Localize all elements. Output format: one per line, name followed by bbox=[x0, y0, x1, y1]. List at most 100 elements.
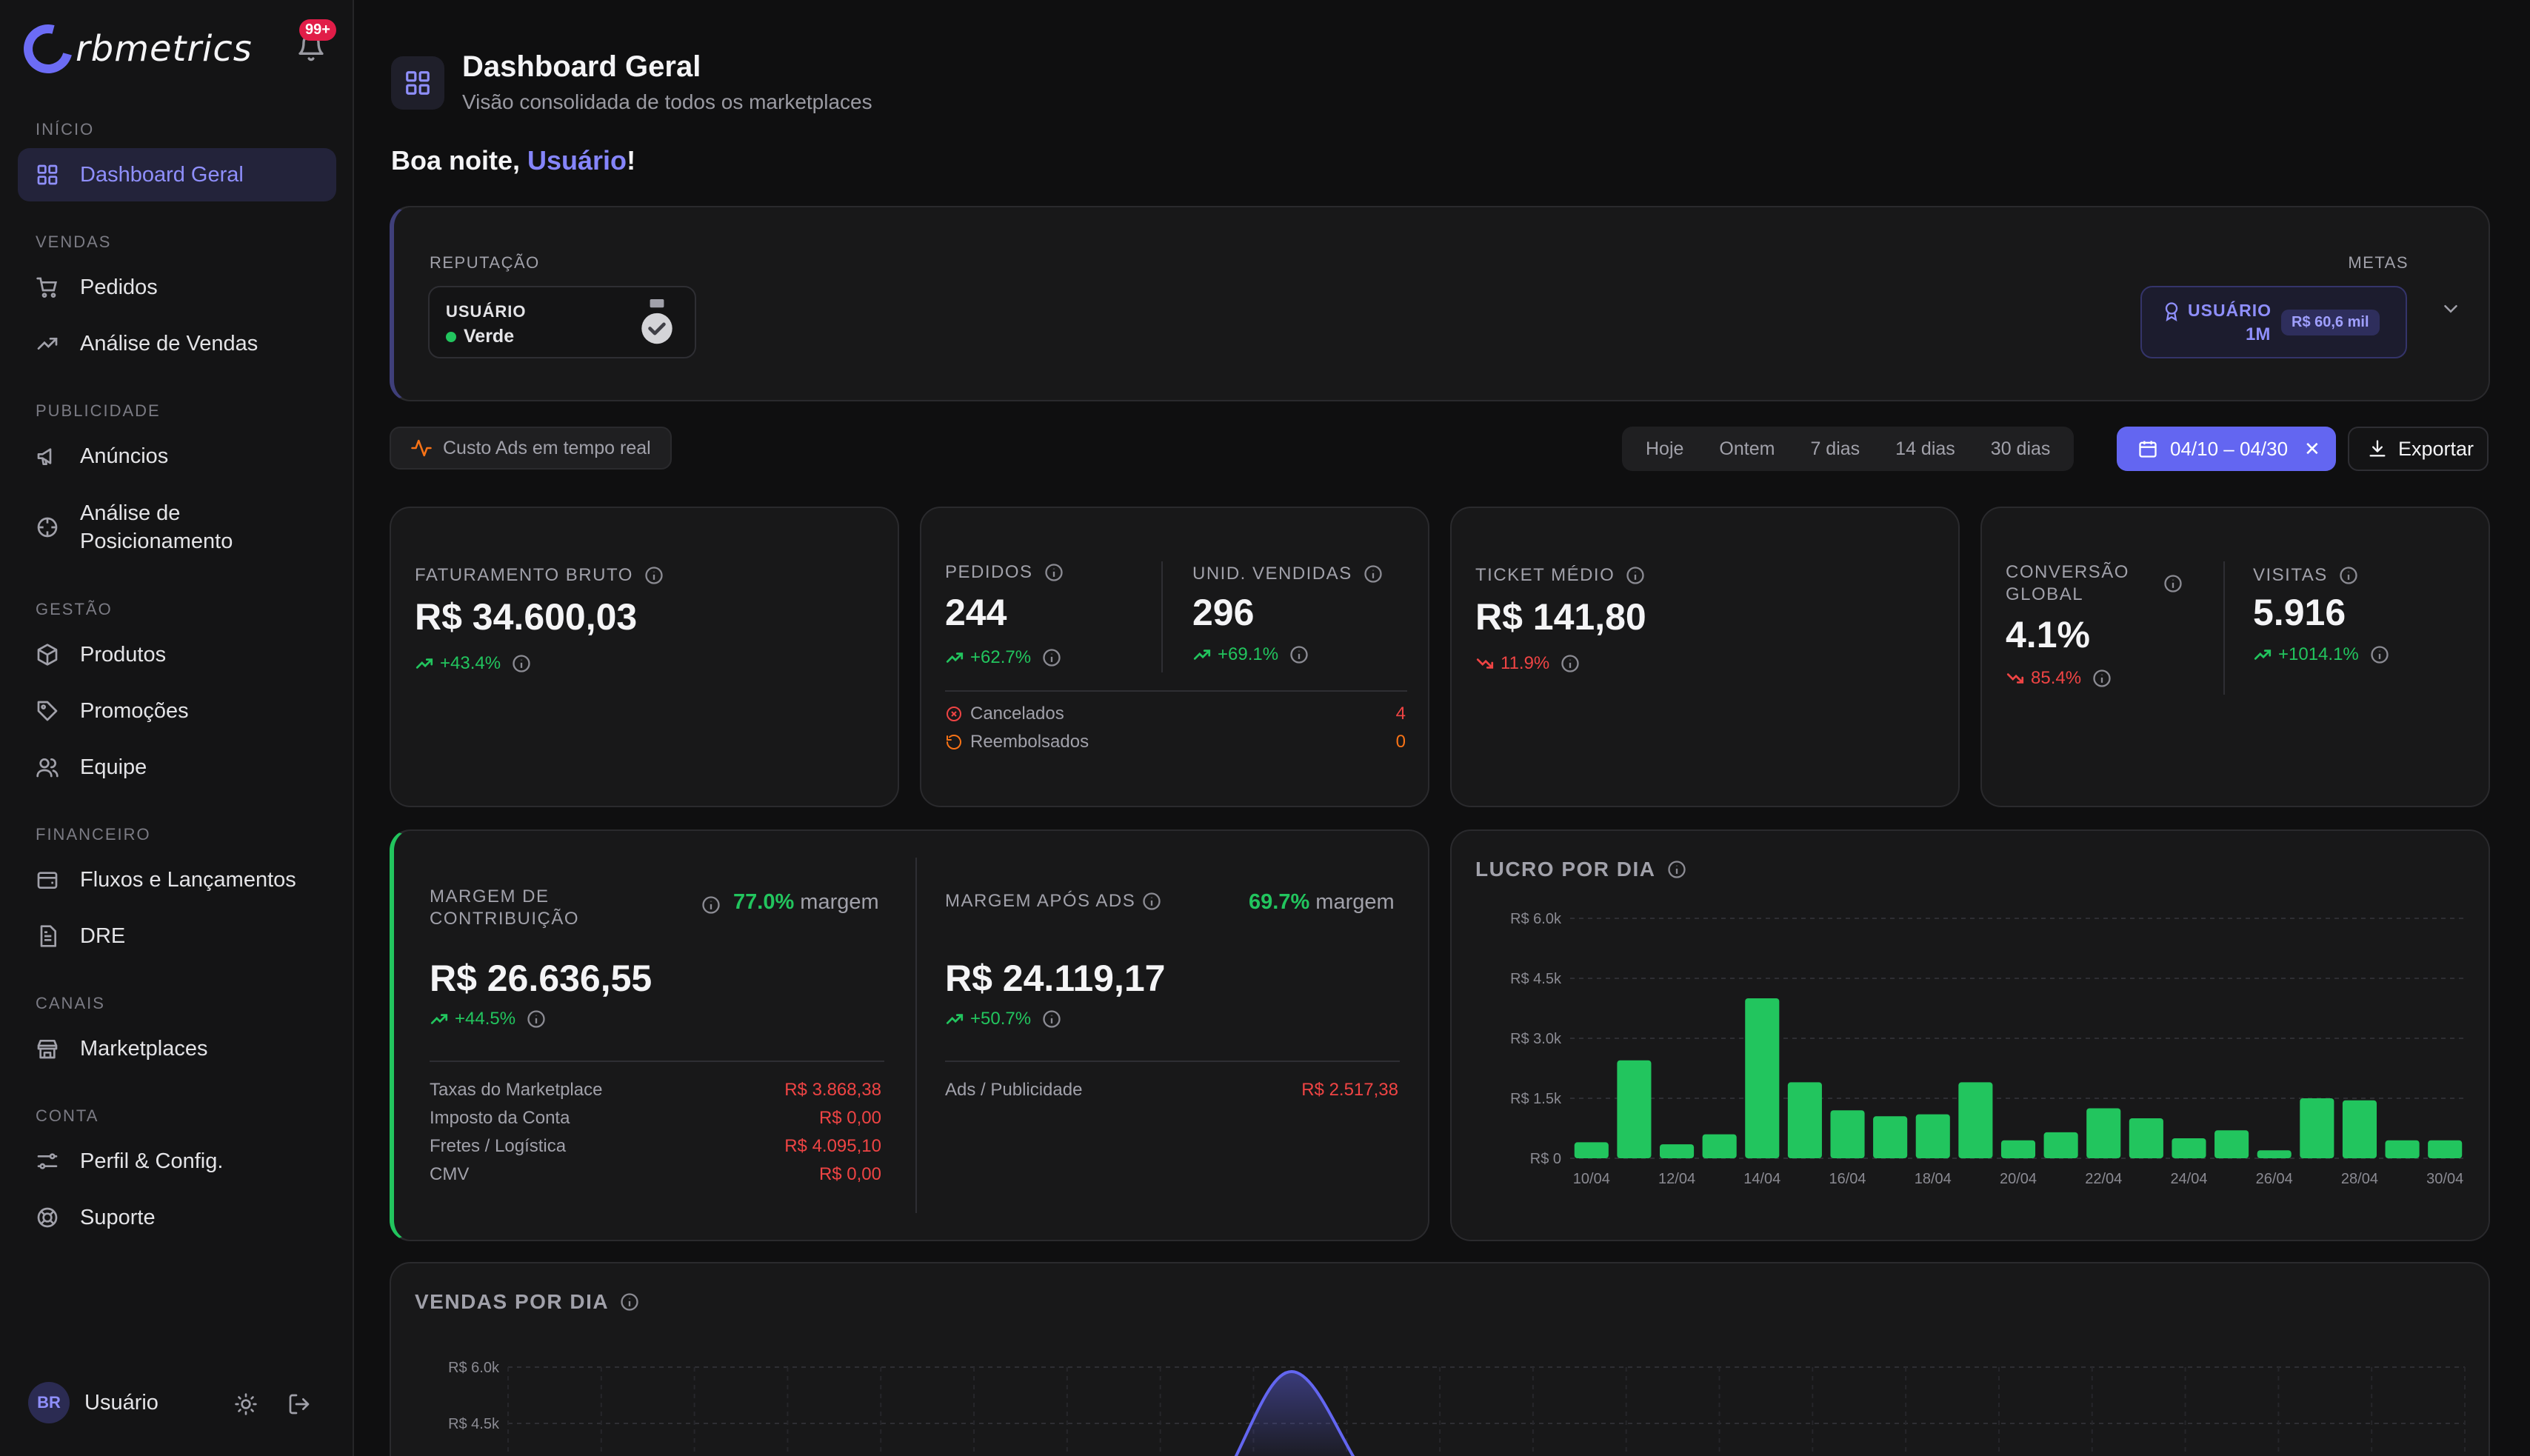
wallet-icon bbox=[37, 872, 58, 889]
kpi-conversao-value: 4.1% bbox=[2006, 614, 2090, 655]
x-tick-label: 12/04 bbox=[1658, 1171, 1695, 1187]
bar-22-04[interactable] bbox=[2086, 1108, 2121, 1159]
y-tick-label: R$ 1.5k bbox=[1510, 1091, 1562, 1107]
info-icon[interactable] bbox=[2338, 565, 2359, 586]
bar-28-04[interactable] bbox=[2342, 1100, 2377, 1158]
info-icon[interactable] bbox=[1041, 647, 1062, 668]
info-icon[interactable] bbox=[1363, 564, 1384, 584]
info-icon[interactable] bbox=[1560, 653, 1581, 674]
orbmetrics-logo[interactable]: rbmetrics bbox=[14, 15, 253, 83]
bar-15-04[interactable] bbox=[1787, 1082, 1822, 1158]
bar-12-04[interactable] bbox=[1660, 1144, 1695, 1158]
sidebar-item-pedidos[interactable]: Pedidos bbox=[18, 261, 336, 314]
clear-date-icon[interactable]: ✕ bbox=[2304, 437, 2320, 460]
bar-23-04[interactable] bbox=[2129, 1118, 2163, 1158]
info-icon[interactable] bbox=[1625, 565, 1646, 586]
sidebar-item-dre[interactable]: DRE bbox=[18, 909, 336, 963]
vendas-area-chart: R$ 6.0k R$ 4.5k bbox=[448, 1360, 2466, 1456]
bar-19-04[interactable] bbox=[1958, 1082, 1993, 1158]
divider bbox=[430, 1061, 884, 1062]
date-range-label: 04/10 – 04/30 bbox=[2170, 437, 2289, 460]
ads-realtime-button[interactable]: Custo Ads em tempo real bbox=[390, 427, 672, 470]
info-icon[interactable] bbox=[511, 653, 532, 674]
change-text: +1014.1% bbox=[2278, 644, 2359, 664]
award-icon bbox=[2165, 302, 2178, 321]
sidebar-item-analise-vendas[interactable]: Análise de Vendas bbox=[18, 317, 336, 370]
bar-25-04[interactable] bbox=[2214, 1130, 2249, 1158]
range-ontem[interactable]: Ontem bbox=[1719, 438, 1775, 459]
chart-title: VENDAS POR DIA bbox=[415, 1290, 640, 1314]
change-text: +62.7% bbox=[970, 647, 1032, 667]
sidebar-item-perfil[interactable]: Perfil & Config. bbox=[18, 1135, 336, 1188]
range-14-dias[interactable]: 14 dias bbox=[1895, 438, 1955, 459]
kpi-ticket-value: R$ 141,80 bbox=[1475, 596, 1646, 638]
cart-icon bbox=[36, 277, 58, 298]
bar-29-04[interactable] bbox=[2385, 1140, 2420, 1158]
change-text: +69.1% bbox=[1218, 644, 1279, 664]
bar-13-04[interactable] bbox=[1702, 1134, 1737, 1158]
date-range-picker[interactable]: 04/10 – 04/30 ✕ bbox=[2117, 427, 2336, 471]
user-footer: BR Usuário bbox=[28, 1382, 324, 1423]
info-icon[interactable] bbox=[1141, 891, 1162, 912]
bar-18-04[interactable] bbox=[1915, 1114, 1950, 1158]
kpi-unidades-value: 296 bbox=[1192, 592, 1255, 633]
info-icon[interactable] bbox=[619, 1292, 640, 1312]
metas-box[interactable]: USUÁRIO 1M R$ 60,6 mil bbox=[2140, 286, 2407, 358]
y-tick-label: R$ 0 bbox=[1530, 1151, 1561, 1167]
x-tick-label: 10/04 bbox=[1573, 1171, 1610, 1187]
sidebar: rbmetrics 99+ INÍCIO Dashboard Geral VEN… bbox=[0, 0, 354, 1456]
sidebar-item-promocoes[interactable]: Promoções bbox=[18, 684, 336, 738]
sidebar-item-fluxos[interactable]: Fluxos e Lançamentos bbox=[18, 853, 336, 906]
info-icon[interactable] bbox=[1044, 562, 1064, 583]
bar-26-04[interactable] bbox=[2257, 1150, 2292, 1158]
reputation-status: Verde bbox=[446, 326, 514, 347]
info-icon[interactable] bbox=[1666, 859, 1687, 880]
sidebar-item-analise-posicionamento[interactable]: Análise de Posicionamento bbox=[18, 492, 336, 563]
greeting-suffix: ! bbox=[627, 145, 636, 176]
range-hoje[interactable]: Hoje bbox=[1646, 438, 1684, 459]
bar-11-04[interactable] bbox=[1617, 1060, 1652, 1158]
refund-icon bbox=[947, 735, 961, 749]
bar-27-04[interactable] bbox=[2300, 1098, 2334, 1158]
sidebar-item-dashboard-geral[interactable]: Dashboard Geral bbox=[18, 148, 336, 201]
kpi-faturamento-change: +43.4% bbox=[415, 653, 532, 674]
sidebar-item-produtos[interactable]: Produtos bbox=[18, 628, 336, 681]
sidebar-item-marketplaces[interactable]: Marketplaces bbox=[18, 1022, 336, 1075]
kpi-title-text: MARGEM DE CONTRIBUIÇÃO bbox=[430, 886, 579, 930]
export-button[interactable]: Exportar bbox=[2348, 427, 2489, 471]
x-tick-label: 22/04 bbox=[2085, 1171, 2122, 1187]
ads-realtime-label: Custo Ads em tempo real bbox=[443, 437, 651, 458]
reputation-box[interactable]: USUÁRIO Verde bbox=[428, 286, 696, 358]
bar-16-04[interactable] bbox=[1830, 1110, 1865, 1158]
kpi-conversao-title: CONVERSÃO GLOBAL bbox=[2006, 561, 2183, 606]
info-icon[interactable] bbox=[701, 895, 721, 915]
reputation-card: REPUTAÇÃO USUÁRIO Verde METAS USUÁRIO 1M… bbox=[390, 206, 2490, 401]
bar-30-04[interactable] bbox=[2428, 1140, 2463, 1158]
range-7-dias[interactable]: 7 dias bbox=[1810, 438, 1860, 459]
info-icon[interactable] bbox=[1041, 1009, 1062, 1029]
section-label-publicidade: PUBLICIDADE bbox=[36, 401, 161, 420]
sun-icon[interactable] bbox=[234, 1392, 258, 1416]
bar-20-04[interactable] bbox=[2000, 1140, 2036, 1158]
logout-icon[interactable] bbox=[287, 1392, 311, 1416]
info-icon[interactable] bbox=[2163, 573, 2183, 594]
info-icon[interactable] bbox=[1289, 644, 1309, 665]
lucro-bar-chart: R$ 0 R$ 1.5k R$ 3.0k R$ 4.5k R$ 6.0k 10/04 12/… bbox=[1510, 911, 2466, 1187]
chart-title: LUCRO POR DIA bbox=[1475, 858, 1687, 881]
bar-24-04[interactable] bbox=[2172, 1138, 2206, 1158]
bar-14-04[interactable] bbox=[1745, 998, 1780, 1158]
info-icon[interactable] bbox=[2369, 644, 2390, 665]
chevron-down-icon[interactable] bbox=[2440, 298, 2462, 320]
sidebar-item-anuncios[interactable]: Anúncios bbox=[18, 430, 336, 483]
info-icon[interactable] bbox=[2092, 668, 2112, 689]
range-30-dias[interactable]: 30 dias bbox=[1990, 438, 2051, 459]
bar-10-04[interactable] bbox=[1574, 1142, 1609, 1158]
info-icon[interactable] bbox=[526, 1009, 547, 1029]
sidebar-item-suporte[interactable]: Suporte bbox=[18, 1191, 336, 1244]
info-icon[interactable] bbox=[644, 565, 664, 586]
bar-21-04[interactable] bbox=[2043, 1132, 2078, 1158]
bar-17-04[interactable] bbox=[1873, 1116, 1908, 1158]
row-taxas-value: R$ 3.868,38 bbox=[784, 1080, 881, 1100]
avatar[interactable]: BR bbox=[28, 1382, 70, 1423]
sidebar-item-equipe[interactable]: Equipe bbox=[18, 741, 336, 794]
